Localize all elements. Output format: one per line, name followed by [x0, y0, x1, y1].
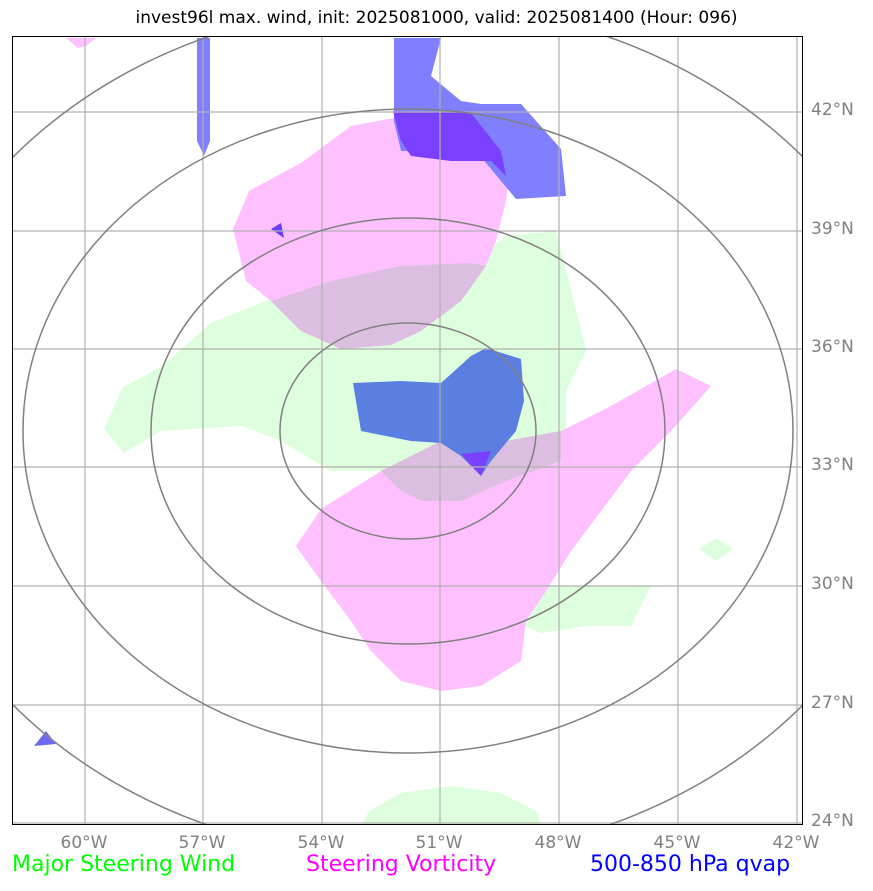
map-frame — [12, 36, 803, 825]
qvap-area — [34, 731, 56, 746]
overlap-area — [271, 263, 486, 349]
lon-label: 42°W — [772, 833, 820, 853]
lat-label: 39°N — [811, 219, 854, 239]
lat-label: 42°N — [811, 100, 854, 120]
lat-label: 27°N — [811, 693, 854, 713]
lat-label: 24°N — [811, 811, 854, 831]
map-title: invest96l max. wind, init: 2025081000, v… — [135, 8, 738, 28]
range-rings — [13, 37, 802, 824]
lon-label: 54°W — [297, 833, 345, 853]
legend-steering-wind: Major Steering Wind — [12, 852, 236, 877]
qvap-area — [461, 451, 491, 476]
lat-label: 33°N — [811, 455, 854, 475]
lon-label: 57°W — [178, 833, 226, 853]
lon-label: 48°W — [534, 833, 582, 853]
lat-label: 36°N — [811, 337, 854, 357]
steering-vorticity-area — [66, 38, 96, 48]
lon-label: 60°W — [60, 833, 108, 853]
qvap-area — [393, 111, 506, 176]
legend-steering-vorticity: Steering Vorticity — [306, 852, 497, 877]
map-canvas — [13, 37, 802, 824]
lon-label: 45°W — [653, 833, 701, 853]
steering-vorticity-area — [296, 369, 711, 691]
qvap-area — [353, 348, 524, 476]
steering-wind-area — [362, 786, 541, 824]
legend-qvap: 500-850 hPa qvap — [590, 852, 791, 877]
qvap-area — [394, 38, 566, 199]
steering-wind-area — [699, 538, 733, 561]
lat-label: 30°N — [811, 574, 854, 594]
lon-label: 51°W — [415, 833, 463, 853]
graticule — [13, 37, 802, 824]
